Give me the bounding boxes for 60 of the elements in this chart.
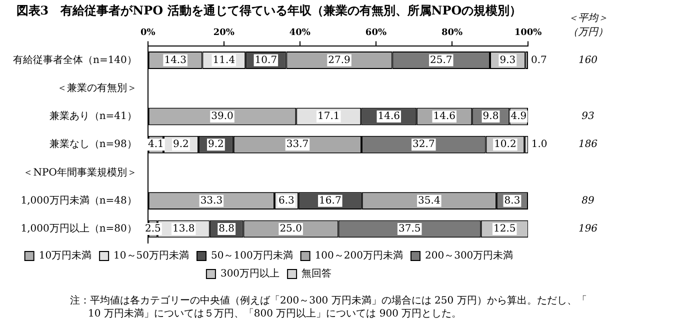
data-label: 33.3 [200,195,223,206]
data-label: 12.5 [493,224,516,235]
data-label: 8.3 [504,195,520,206]
text: 160 [578,54,598,66]
data-label: 6.3 [278,195,294,206]
data-label: 35.4 [418,195,440,206]
data-label: 27.9 [328,54,350,66]
data-label: 25.0 [280,224,302,235]
data-label: 9.2 [173,139,189,150]
text: 89 [582,195,595,206]
data-label: 16.7 [319,195,342,206]
data-label: 33.7 [286,139,309,150]
data-label: 25.7 [430,54,452,66]
data-label: 1.0 [531,139,548,150]
y-tick-label: 1,000万円未満（n=48） [20,194,137,206]
data-label: 8.8 [218,224,235,235]
y-tick-label: 兼業なし（n=98） [49,138,137,150]
text: 186 [578,139,598,150]
data-label: 14.3 [164,54,186,66]
legend-label: 300万円以上 [220,268,280,280]
x-tick-label: 0% [140,28,156,38]
x-tick-label: 40% [289,28,311,38]
data-label: 14.6 [433,111,456,122]
legend-label: 50～100万円未満 [211,250,293,262]
data-label: 14.6 [378,111,400,122]
y-tick-label: 1,000万円以上（n=80） [20,222,137,235]
data-label: 10.7 [254,54,278,66]
data-label: 9.3 [500,54,516,66]
data-label: 11.4 [212,54,236,66]
data-label: 13.8 [172,224,195,235]
text: 93 [582,111,594,122]
y-tick-label: ＜NPO年間事業規模別＞ [23,166,137,178]
x-tick-label: 20% [213,28,235,38]
legend-label: 10～50万円未満 [114,250,190,262]
data-label: 0.7 [531,54,547,66]
data-label: 32.7 [412,139,435,150]
legend-label: 無回答 [302,268,332,280]
data-label: 17.1 [318,111,340,122]
y-tick-label: 有給従事者全体（n=140） [13,54,137,66]
text: ＜平均＞ [568,12,608,24]
y-tick-label: 兼業あり（n=41） [49,110,137,122]
data-label: 4.9 [510,111,527,122]
text: 196 [578,224,598,235]
x-tick-label: 100% [514,28,542,38]
legend-label: 200～300万円未満 [424,250,514,262]
legend-label: 10万円未満 [38,250,92,262]
chart-title: 図表3 有給従事者がNPO 活動を通じて得ている年収（兼業の有無別、所属NPOの規模別） [16,3,522,18]
data-label: 39.0 [211,111,234,122]
text: 注：平均値は各カテゴリーの中央値（例えば「200～300 万円未満」の場合には 250 万円）から算出。ただし、「10 万円未満」については５万円、「800 万円以上」については 900 万円とした。 [70,294,587,320]
data-label: 9.8 [482,111,499,122]
text: （万円） [568,26,608,38]
x-tick-label: 60% [365,28,387,38]
data-label: 10.2 [494,139,516,150]
x-tick-label: 80% [441,28,463,38]
legend-label: 100～200万円未満 [314,250,404,262]
y-tick-label: ＜兼業の有無別＞ [56,82,137,94]
data-label: 4.1 [148,139,164,150]
data-label: 37.5 [398,224,421,235]
data-label: 9.2 [208,139,224,150]
data-label: 2.5 [144,224,161,235]
